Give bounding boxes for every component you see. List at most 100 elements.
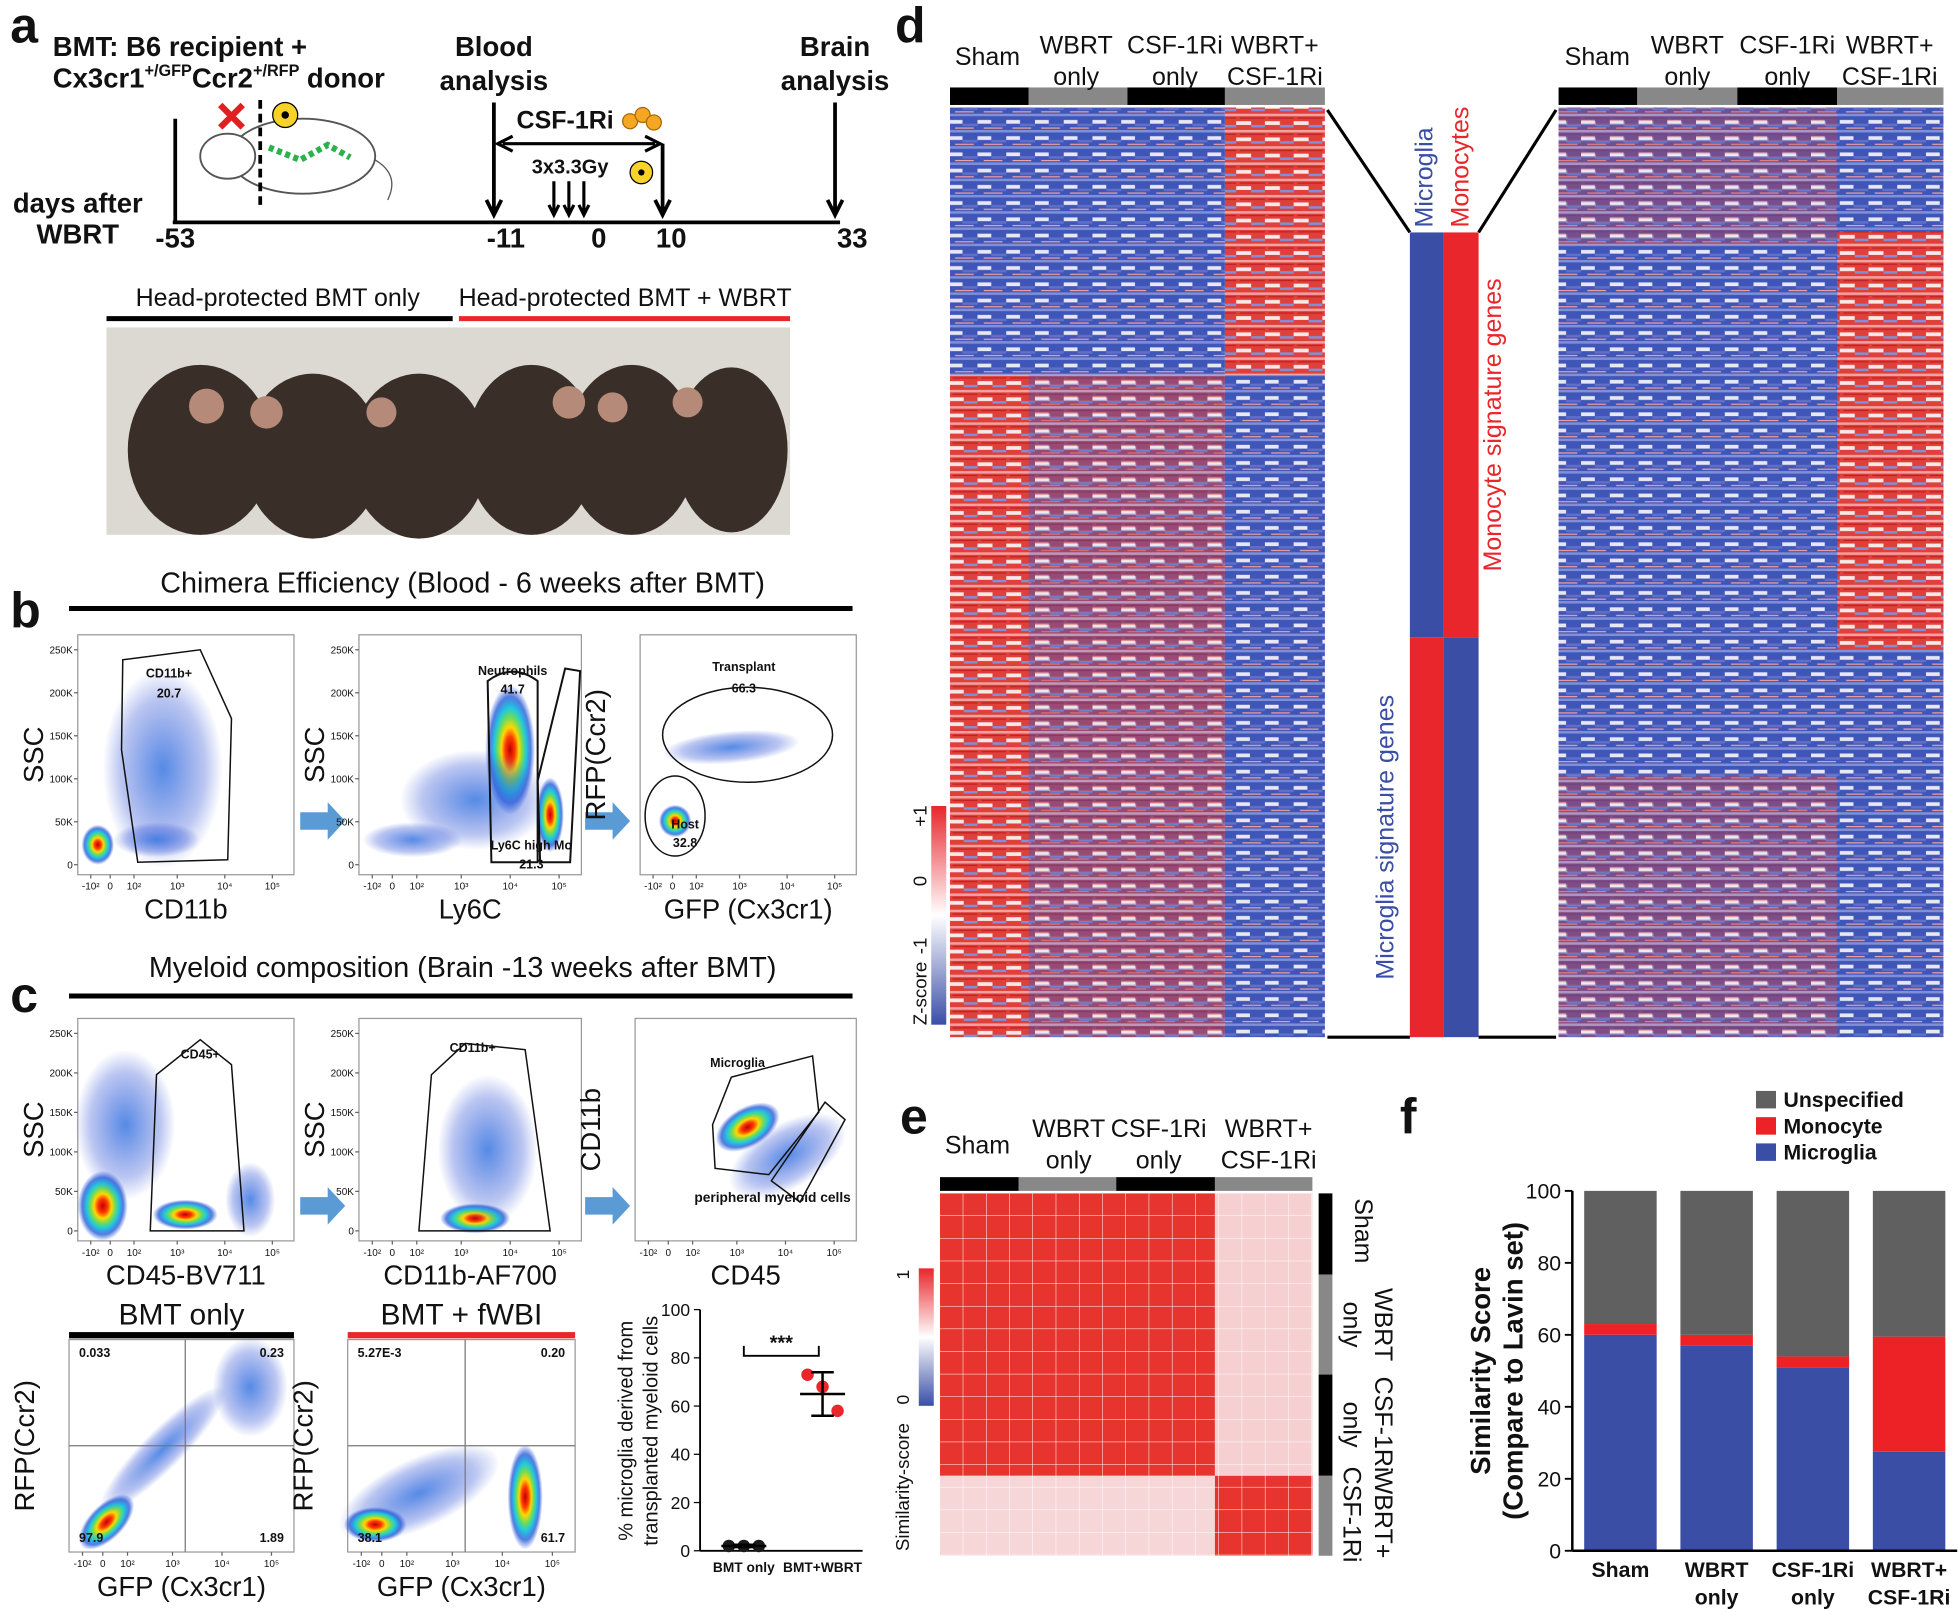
quadrant-value: 0.23: [260, 1346, 284, 1360]
y-tick-label: 0: [680, 1541, 690, 1561]
x-tick-label: 10²: [120, 1559, 135, 1570]
x-tick-label: -10²: [74, 1559, 92, 1570]
x-tick-label: 10²: [410, 1248, 425, 1259]
day-tick-label: -11: [487, 222, 525, 253]
x-tick-label: 0: [379, 1559, 385, 1570]
axis-label: days after: [13, 187, 143, 218]
x-tick-label: 10³: [732, 882, 747, 893]
panel-label: e: [900, 1088, 928, 1144]
error-bar: [811, 1371, 834, 1417]
x-tick-label: 10⁵: [552, 882, 567, 893]
y-axis-label: transplanted myeloid cells: [641, 1316, 663, 1546]
x-tick-label: WBRT only: [1685, 1558, 1749, 1609]
bar-segment: [1872, 1451, 1946, 1551]
x-tick-label: -10²: [352, 1559, 370, 1570]
day-tick-label: 10: [656, 222, 687, 253]
x-tick-label: -10²: [639, 1248, 657, 1259]
density: [225, 1162, 276, 1238]
y-tick-label: 50K: [336, 1187, 354, 1198]
density: [507, 1444, 543, 1550]
group-label: only: [1152, 63, 1198, 91]
quadrant-value: 0.033: [79, 1346, 110, 1360]
gate: [418, 1042, 551, 1232]
legend-label: Microglia: [1784, 1141, 1877, 1165]
design-title: Cx3cr1+/GFPCcr2+/RFP donor: [53, 62, 385, 93]
colorbar-title: Z-score: [909, 962, 930, 1026]
group-label: WBRT: [1032, 1115, 1105, 1143]
gate: [644, 775, 706, 857]
y-tick-label: 0: [348, 1227, 354, 1238]
density: [212, 1337, 288, 1438]
x-axis-label: CD11b: [144, 893, 228, 924]
group-label: Sham: [955, 43, 1020, 71]
y-tick-label: 100: [661, 1300, 690, 1320]
quadrant-value: 38.1: [358, 1531, 382, 1545]
quadrant-value: 1.89: [260, 1531, 284, 1545]
point: [831, 1404, 844, 1418]
label-line: only: [1695, 1586, 1739, 1610]
gate-label: CD11b+: [146, 666, 192, 680]
group-label: only: [1664, 63, 1710, 91]
group-label: Head-protected BMT only: [136, 284, 421, 312]
plot-title: BMT only: [118, 1299, 244, 1332]
group-label: CSF-1Ri: [1127, 32, 1223, 60]
x-tick-label: 10⁵: [552, 1248, 567, 1259]
legend-swatch: [1756, 1090, 1777, 1109]
gate: [149, 1038, 245, 1232]
y-axis-label: RFP(Ccr2): [288, 1380, 319, 1511]
day-tick-label: 33: [837, 222, 868, 253]
bar-segment: [1584, 1324, 1657, 1335]
group-label: CSF-1Ri: [1111, 1115, 1207, 1143]
gate: [486, 670, 539, 864]
donor-part: Cx3cr1: [53, 62, 145, 93]
y-axis-label: SSC: [299, 727, 330, 784]
x-tick-label: 10³: [165, 1559, 180, 1570]
density: [662, 730, 800, 765]
x-tick-label: 10⁵: [827, 1248, 842, 1259]
bar-segment: [1776, 1190, 1850, 1357]
x-tick-label: -10²: [363, 882, 381, 893]
y-tick-label: 0: [348, 860, 354, 871]
panel-label: d: [895, 0, 926, 53]
y-tick-label: 20: [1537, 1467, 1561, 1491]
bar-segment: [1680, 1334, 1753, 1346]
y-tick-label: 50K: [55, 817, 73, 828]
x-axis-label: CD45-BV711: [106, 1260, 266, 1291]
group-label: only: [1053, 63, 1099, 91]
x-axis-label: GFP (Cx3cr1): [664, 893, 833, 924]
y-tick-label: 0: [67, 860, 73, 871]
group-label: WBRT: [1040, 32, 1113, 60]
donor-part: donor: [307, 62, 385, 93]
density: [400, 749, 551, 850]
y-tick-label: 100K: [49, 775, 73, 786]
y-tick-label: 200K: [49, 689, 73, 700]
x-tick-label: 0: [666, 1248, 672, 1259]
y-tick-label: 100: [1526, 1179, 1561, 1203]
y-tick-label: 150K: [331, 1108, 355, 1119]
x-tick-label: -10²: [644, 882, 662, 893]
x-axis-label: GFP (Cx3cr1): [377, 1571, 546, 1602]
x-tick-label: BMT only: [713, 1560, 775, 1575]
group-label: Sham: [1349, 1198, 1377, 1263]
y-tick-label: 0: [67, 1227, 73, 1238]
x-tick-label: Sham: [1592, 1558, 1650, 1582]
density: [81, 824, 115, 865]
colorbar-label: 0: [909, 876, 930, 886]
label-line: WBRT: [1685, 1558, 1749, 1582]
group-label: CSF-1Ri: [1739, 32, 1835, 60]
density: [437, 1074, 538, 1225]
y-axis-label: SSC: [18, 1101, 49, 1158]
legend-swatch: [1756, 1143, 1777, 1161]
y-axis-label: RFP(Ccr2): [9, 1380, 40, 1511]
y-tick-label: 50K: [55, 1187, 73, 1198]
gate-label: CD45+: [181, 1047, 220, 1061]
group-label: WBRT+: [1225, 1115, 1313, 1143]
legend-label: Unspecified: [1784, 1088, 1904, 1112]
y-tick-label: 200K: [331, 1069, 355, 1080]
title-bar: [347, 1332, 576, 1339]
gate-label: Microglia: [710, 1056, 766, 1070]
dose-label: 3x3.3Gy: [532, 157, 609, 179]
y-tick-label: 40: [1537, 1395, 1561, 1419]
bar-segment: [1680, 1345, 1753, 1551]
treatment-label: CSF-1Ri: [517, 107, 614, 135]
